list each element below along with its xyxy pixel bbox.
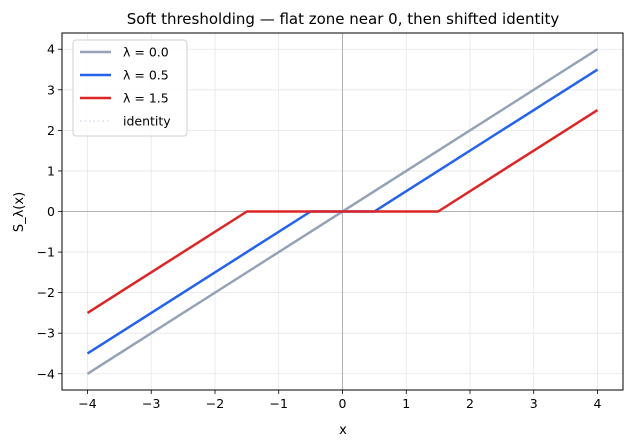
legend-label-0: λ = 0.0 bbox=[123, 45, 169, 60]
x-tick-label: −2 bbox=[206, 396, 224, 411]
y-axis-label: S_λ(x) bbox=[12, 192, 27, 232]
y-tick-label: 1 bbox=[47, 163, 55, 178]
x-axis-label: x bbox=[339, 423, 347, 438]
y-tick-label: −4 bbox=[37, 366, 55, 381]
x-tick-label: 1 bbox=[402, 396, 410, 411]
x-tick-label: 3 bbox=[530, 396, 538, 411]
legend-label-2: λ = 1.5 bbox=[123, 91, 169, 106]
legend-box bbox=[72, 39, 188, 137]
y-ticks: −4 −3 −2 −1 0 1 2 3 4 bbox=[37, 42, 62, 381]
y-tick-label: 2 bbox=[47, 123, 55, 138]
y-tick-label: 0 bbox=[47, 204, 55, 219]
y-tick-label: −1 bbox=[37, 245, 55, 260]
chart-title: Soft thresholding — flat zone near 0, th… bbox=[127, 10, 560, 28]
x-tick-label: −4 bbox=[78, 396, 96, 411]
x-ticks: −4 −3 −2 −1 0 1 2 3 4 bbox=[78, 390, 602, 411]
x-tick-label: 2 bbox=[466, 396, 474, 411]
x-tick-label: −3 bbox=[142, 396, 160, 411]
y-tick-label: −3 bbox=[37, 326, 55, 341]
x-tick-label: 4 bbox=[594, 396, 602, 411]
series-line-2 bbox=[86, 109, 599, 314]
legend: λ = 0.0 λ = 0.5 λ = 1.5 identity bbox=[72, 39, 188, 137]
legend-label-1: λ = 0.5 bbox=[123, 68, 169, 83]
series-lines bbox=[86, 48, 599, 375]
y-tick-label: −2 bbox=[37, 285, 55, 300]
legend-label-3: identity bbox=[123, 114, 171, 129]
y-tick-label: 4 bbox=[47, 42, 55, 57]
x-tick-label: −1 bbox=[270, 396, 288, 411]
y-tick-label: 3 bbox=[47, 82, 55, 97]
x-tick-label: 0 bbox=[339, 396, 347, 411]
